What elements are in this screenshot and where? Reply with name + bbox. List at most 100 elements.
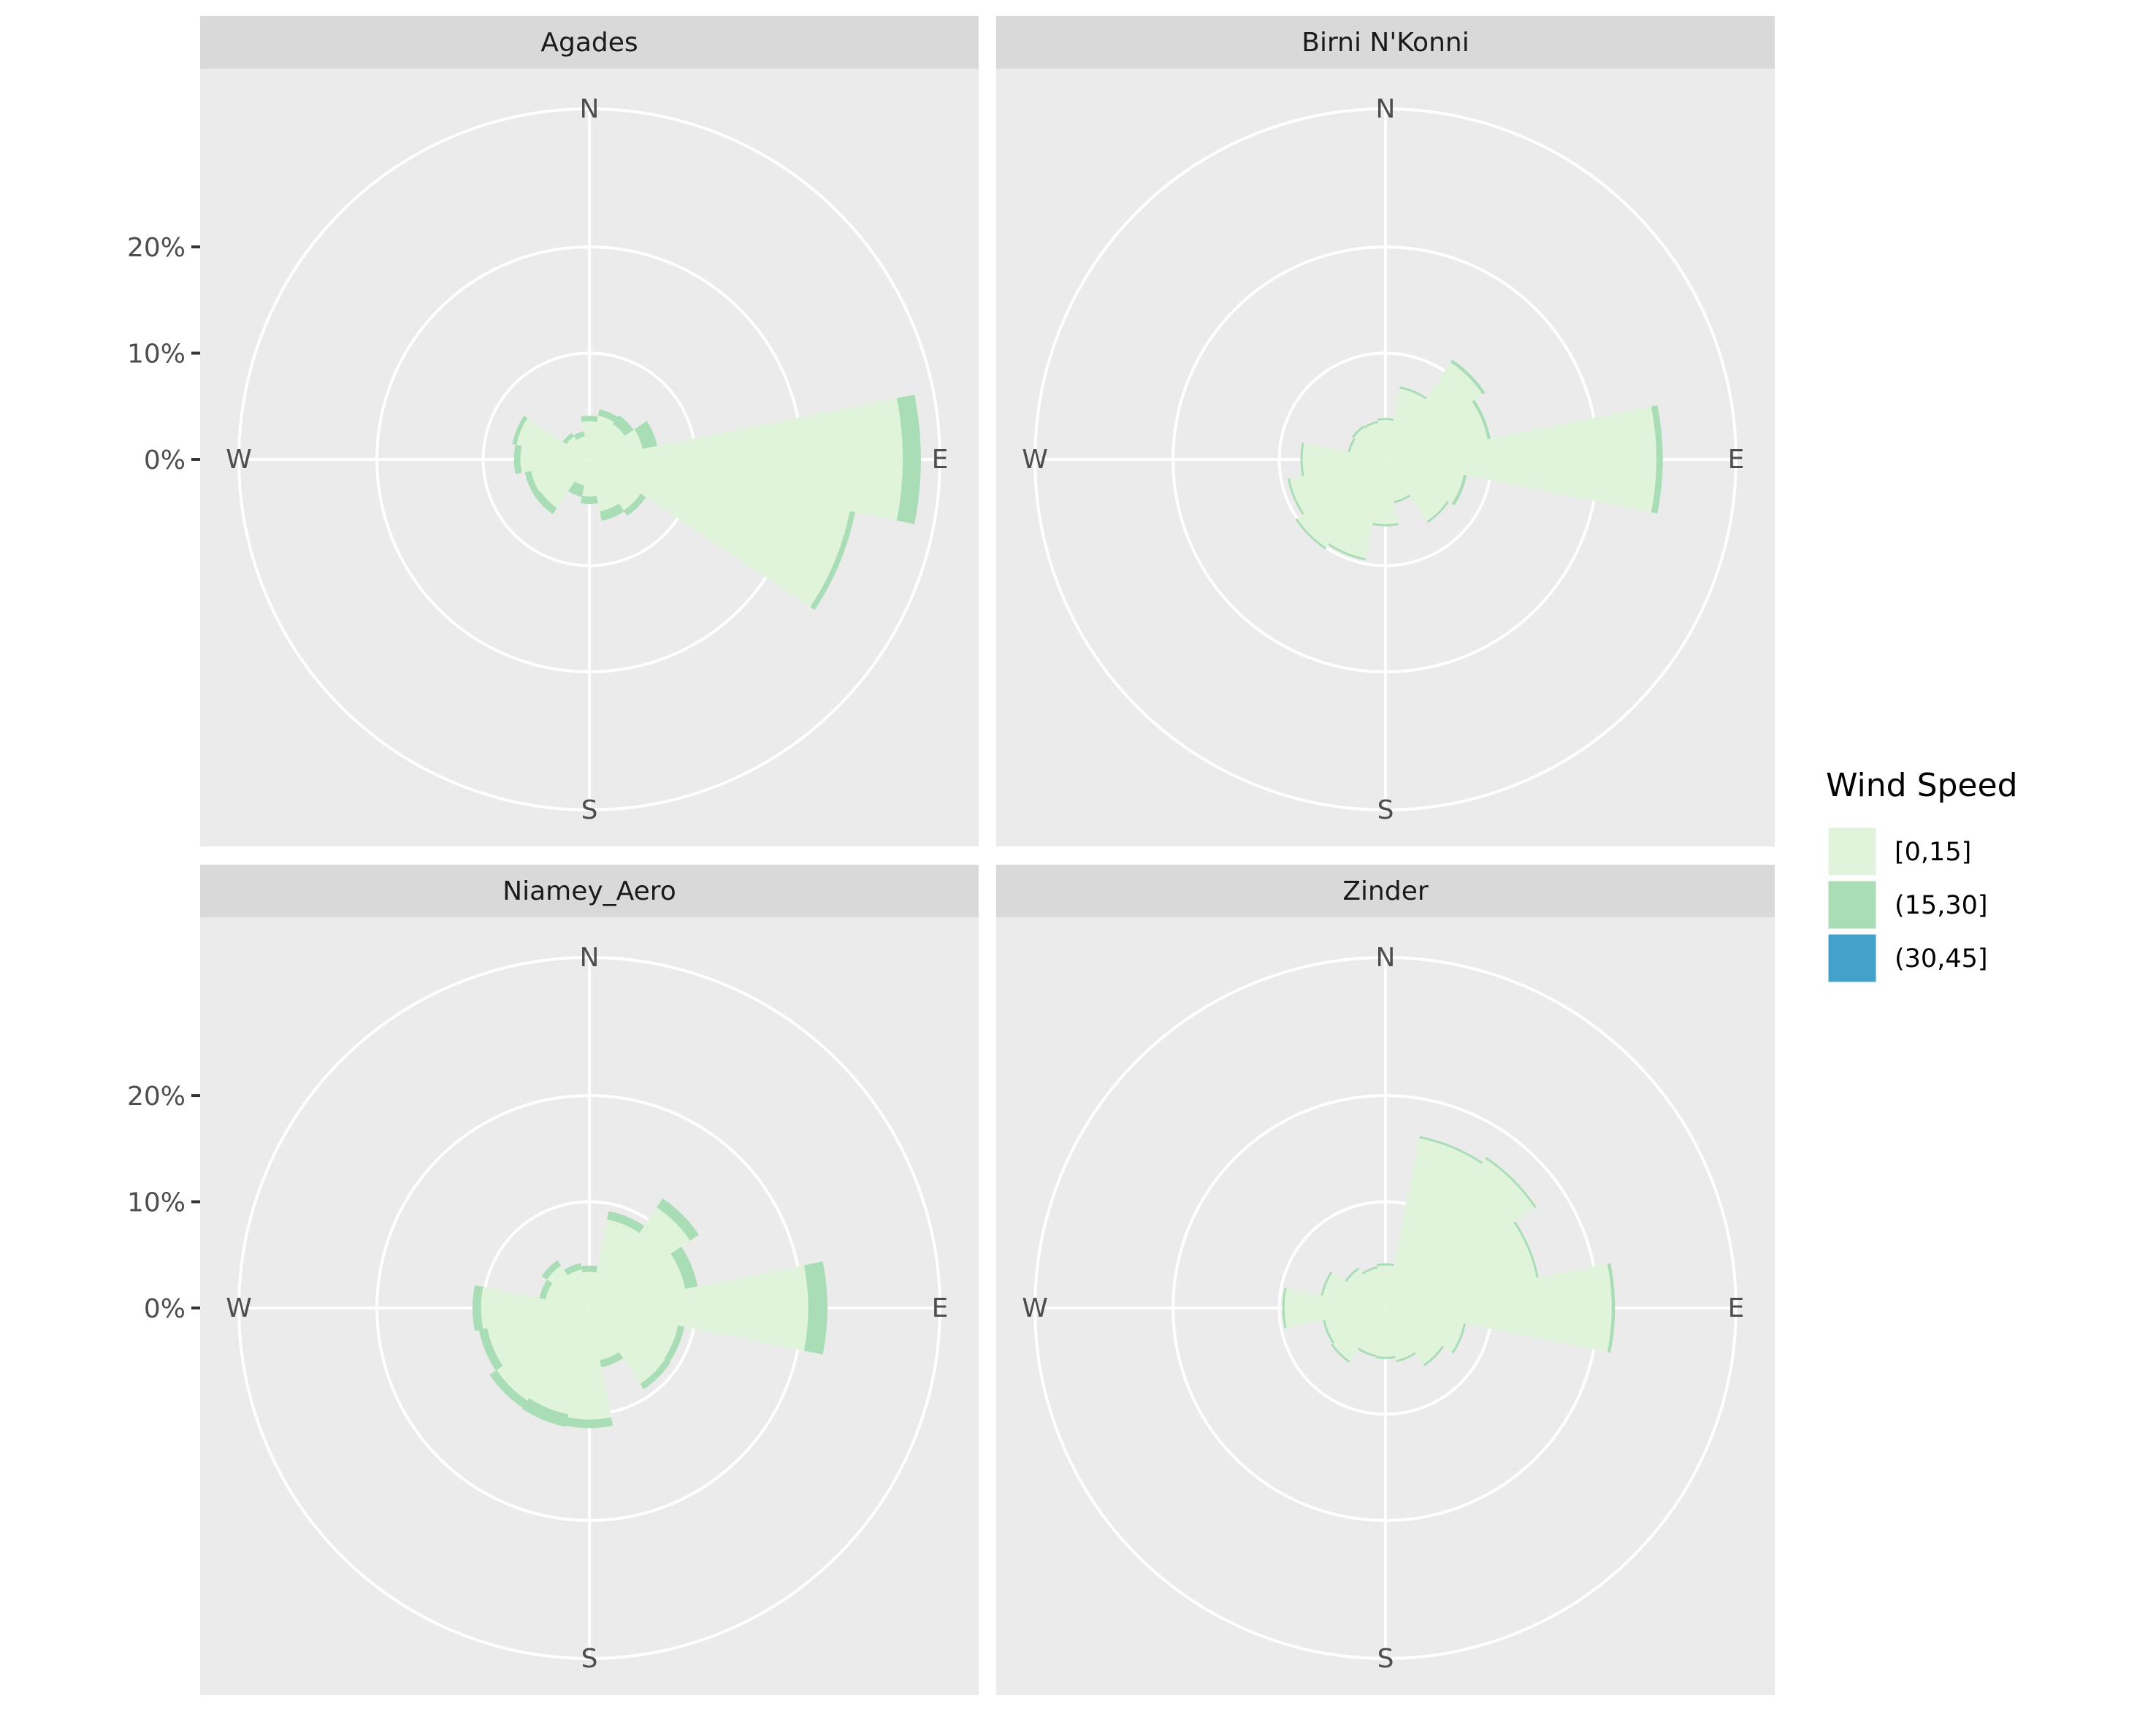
ytick-label: 20% [127, 1082, 186, 1112]
wedge--15-30--dir-9 [521, 1398, 569, 1427]
wedge--0-15--dir-3 [589, 1253, 686, 1308]
compass-label-n: N [1376, 943, 1396, 973]
wedge--15-30--dir-12 [1282, 1288, 1287, 1328]
wedge--0-15--dir-9 [1358, 1308, 1385, 1355]
wedge--0-15--dir-15 [576, 436, 589, 459]
wedge--15-30--dir-13 [1320, 1271, 1333, 1296]
wedge--0-15--dir-7 [589, 1308, 619, 1361]
wedge--0-15--dir-5 [589, 459, 850, 608]
wedge--0-15--dir-13 [1323, 1272, 1385, 1308]
wedge--0-15--dir-14 [1353, 427, 1385, 459]
wedge--15-30--dir-3 [1472, 399, 1491, 440]
wedge--15-30--dir-13 [1348, 437, 1356, 453]
legend-key-2 [1826, 879, 1878, 931]
wedge--0-15--dir-13 [516, 418, 589, 459]
wedge--15-30--dir-14 [541, 1260, 562, 1280]
facet-strip [996, 865, 1775, 917]
wedge--15-30--dir-11 [1323, 1320, 1334, 1344]
wedge--0-15--dir-0 [1377, 1265, 1394, 1308]
compass-label-n: N [1376, 94, 1396, 124]
wedge--15-30--dir-15 [573, 431, 585, 440]
wedge--0-15--dir-11 [1289, 459, 1385, 514]
wedge--0-15--dir-7 [1385, 1308, 1415, 1361]
wedge--15-30--dir-9 [567, 481, 584, 497]
wedge--15-30--dir-13 [539, 1280, 553, 1300]
wedge--0-15--dir-13 [1350, 439, 1385, 459]
wedge--15-30--dir-6 [1423, 1345, 1444, 1366]
wedge--0-15--dir-5 [1385, 459, 1464, 504]
facet-title: Niamey_Aero [502, 876, 676, 906]
wedge--0-15--dir-7 [589, 459, 619, 512]
wedge--15-30--dir-1 [607, 1211, 645, 1233]
wedge--15-30--dir-0 [1377, 1263, 1394, 1266]
wedge--0-15--dir-0 [1377, 420, 1394, 459]
wedge--0-15--dir-1 [1385, 1138, 1482, 1308]
wedge--0-15--dir-8 [582, 459, 597, 497]
wedge--0-15--dir-3 [1385, 401, 1488, 459]
ytick-label: 20% [127, 233, 186, 263]
wedge--0-15--dir-4 [1385, 1263, 1612, 1353]
compass-label-s: S [581, 795, 598, 825]
wedge--15-30--dir-8 [581, 495, 598, 505]
legend-key-1 [1826, 825, 1878, 878]
wedge--0-15--dir-6 [1385, 459, 1448, 521]
wedge--0-15--dir-11 [531, 459, 589, 493]
wedge--0-15--dir-15 [567, 1269, 589, 1308]
wedge--15-30--dir-3 [634, 421, 657, 449]
facet-panel-1: Agades N E S W 0% 10% 20% [127, 16, 979, 846]
facet-title: Agades [540, 28, 638, 58]
wedge--0-15--dir-15 [1364, 423, 1385, 459]
wedge--0-15--dir-10 [1297, 459, 1385, 548]
wedge--15-30--dir-14 [562, 432, 574, 444]
facet-title: Birni N'Konni [1301, 28, 1469, 58]
wedge--15-30--dir-1 [1419, 1136, 1483, 1164]
compass-label-n: N [580, 94, 600, 124]
wedge--15-30--dir-14 [1352, 426, 1364, 438]
compass-label-n: N [580, 943, 600, 973]
wedge--15-30--dir-3 [670, 1246, 698, 1289]
compass-label-e: E [932, 1293, 949, 1323]
legend-label-2: (15,30] [1895, 891, 1988, 920]
facet-strip [200, 865, 979, 917]
wedge--0-15--dir-9 [1329, 459, 1385, 559]
wedge--15-30--dir-6 [640, 1358, 671, 1390]
wedge--0-15--dir-5 [1385, 1308, 1464, 1353]
wedge--15-30--dir-15 [1361, 1266, 1378, 1275]
wedge--15-30--dir-15 [1364, 421, 1379, 429]
wedge--15-30--dir-10 [535, 492, 557, 514]
compass-label-s: S [581, 1644, 598, 1674]
wedge--0-15--dir-12 [520, 445, 589, 473]
wedge--15-30--dir-9 [1328, 543, 1366, 561]
wedge--15-30--dir-7 [1396, 1352, 1417, 1363]
wedge--15-30--dir-1 [597, 409, 618, 423]
wedge--15-30--dir-12 [473, 1285, 483, 1331]
wedge--15-30--dir-2 [1450, 359, 1486, 395]
wedge--0-15--dir-6 [589, 459, 641, 511]
wedge--15-30--dir-7 [600, 1352, 624, 1368]
wedge--15-30--dir-13 [512, 416, 528, 445]
compass-label-s: S [1377, 1644, 1394, 1674]
compass-label-w: W [226, 1293, 252, 1323]
legend-key-3 [1826, 932, 1878, 984]
wedge--15-30--dir-7 [1394, 494, 1410, 503]
legend-title: Wind Speed [1826, 767, 2018, 804]
facet-strip [996, 16, 1775, 69]
legend-label-3: (30,45] [1895, 944, 1988, 974]
wedge--0-15--dir-8 [567, 1308, 611, 1420]
ytick-label: 0% [144, 445, 186, 475]
compass-label-e: E [932, 445, 949, 475]
wedge--0-15--dir-5 [589, 1308, 678, 1358]
wedge--0-15--dir-2 [589, 424, 625, 459]
facet-panel-3: Niamey_Aero N E S W 0% 10% 20% [127, 865, 979, 1695]
wedge--0-15--dir-10 [540, 459, 589, 508]
wedge--15-30--dir-0 [581, 1265, 598, 1273]
wedge--0-15--dir-12 [1284, 1288, 1385, 1328]
wedge--15-30--dir-0 [581, 416, 598, 422]
facet-title: Zinder [1342, 876, 1428, 906]
wedge--15-30--dir-8 [1372, 523, 1399, 527]
wedge--0-15--dir-3 [1385, 1222, 1537, 1308]
ytick-label: 0% [144, 1294, 186, 1324]
wedge--0-15--dir-12 [1302, 443, 1385, 476]
